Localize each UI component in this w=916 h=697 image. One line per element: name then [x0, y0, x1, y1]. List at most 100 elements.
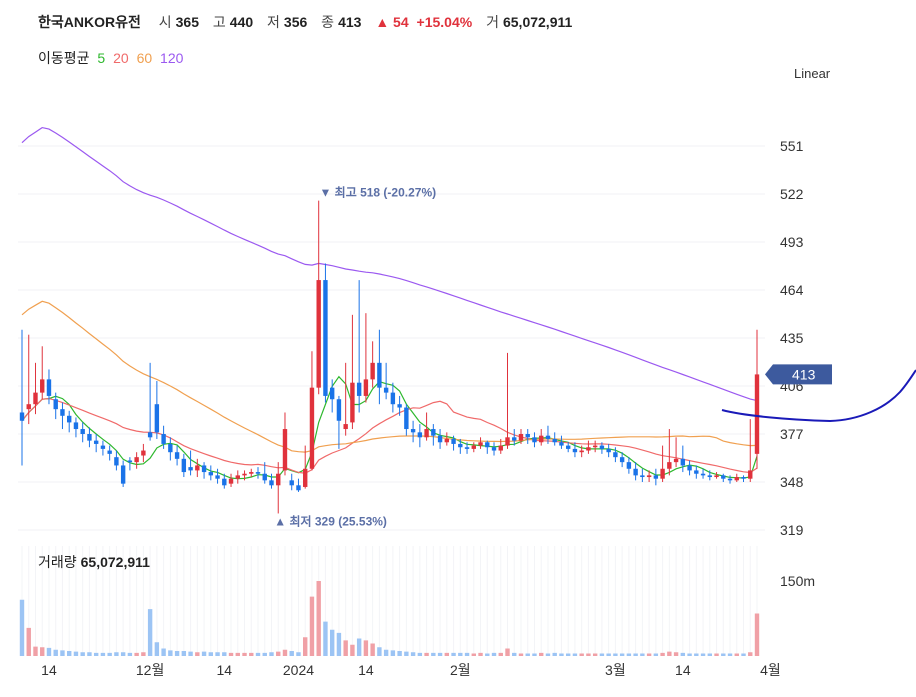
candle-body: [80, 429, 85, 434]
volume-bar: [120, 652, 126, 656]
ma-20-line: [21, 397, 758, 474]
volume-bar: [377, 647, 382, 656]
candle-body: [579, 450, 584, 453]
candle-body: [714, 475, 719, 478]
candle-body: [316, 280, 321, 388]
candle-body: [208, 472, 214, 476]
y-tick-label: 348: [780, 474, 804, 490]
volume-bar: [141, 652, 146, 656]
volume-bar: [714, 653, 719, 656]
candle-body: [613, 452, 618, 458]
volume-bar: [107, 652, 112, 656]
volume-bar: [565, 653, 571, 656]
candle-body: [87, 434, 92, 441]
candle-body: [134, 457, 139, 463]
volume-bar: [748, 652, 753, 656]
candle-body: [336, 399, 342, 421]
y-tick-label: 551: [780, 138, 804, 154]
volume-bar: [350, 644, 355, 656]
candle-body: [471, 445, 476, 449]
hand-drawn-annotation-stroke: [721, 369, 916, 423]
current-price-tag: [765, 364, 832, 385]
candle-body: [491, 447, 497, 451]
candle-body: [323, 280, 328, 396]
volume-bar: [721, 653, 726, 656]
candle-body: [572, 448, 578, 453]
open-label: 시: [158, 14, 172, 30]
candle-body: [592, 445, 598, 448]
volume-bar: [26, 627, 31, 656]
candle-body: [282, 429, 288, 471]
volume-bar: [336, 632, 342, 656]
volume-bar: [296, 652, 301, 656]
volume-bar: [276, 651, 281, 656]
candle-body: [215, 475, 220, 479]
low-label: 저: [267, 14, 280, 30]
volume-bar: [282, 649, 288, 656]
candle-body: [748, 470, 753, 479]
volume-bar: [592, 653, 598, 656]
volume-bar: [33, 646, 38, 656]
candle-body: [437, 435, 443, 443]
volume-bar: [215, 652, 220, 656]
volume-bar: [410, 652, 416, 656]
volume-bar: [437, 652, 443, 656]
candle-body: [249, 472, 254, 474]
volume-bar: [134, 652, 139, 656]
volume-bar: [80, 652, 85, 656]
volume-bar: [154, 642, 160, 656]
volume-bar: [444, 652, 450, 656]
candle-body: [154, 404, 160, 433]
volume-bar: [19, 599, 25, 656]
volume-bar: [700, 653, 706, 656]
candle-body: [552, 438, 557, 443]
candle-body: [255, 472, 261, 474]
candle-body: [289, 480, 294, 486]
candle-body: [19, 412, 25, 421]
candle-body: [343, 424, 348, 430]
candle-body: [687, 465, 692, 471]
volume-bar: [363, 640, 369, 656]
y-tick-label: 493: [780, 234, 804, 250]
volume-bar: [40, 647, 45, 656]
volume-bar: [680, 652, 686, 656]
volume-bar: [458, 652, 463, 656]
volume-bar: [505, 648, 510, 656]
volume-bar: [673, 652, 679, 656]
volume-bar: [316, 581, 321, 656]
volume-panel-label: 거래량 65,072,911: [38, 552, 150, 572]
y-tick-label: 377: [780, 426, 804, 442]
candle-body: [653, 475, 659, 479]
high-annotation: ▼ 최고 518 (-20.27%): [319, 185, 436, 200]
volume-bar: [356, 638, 362, 656]
candle-body: [363, 379, 369, 396]
volume-bar: [383, 649, 389, 656]
y-tick-label: 522: [780, 186, 804, 202]
high-value: 440: [229, 14, 254, 30]
volume-bar: [93, 652, 99, 656]
candle-body: [269, 480, 274, 486]
candle-body: [619, 457, 625, 463]
volume-bar: [431, 652, 436, 656]
candle-body: [296, 485, 301, 491]
current-price-label: 413: [792, 366, 816, 382]
volume-bar: [188, 651, 193, 656]
volume-bar: [60, 650, 65, 656]
volume-label: 거: [486, 14, 499, 30]
candle-body: [60, 409, 65, 416]
volume-bar: [201, 651, 207, 656]
candle-body: [667, 462, 672, 469]
stock-header: 한국ANKOR유전 시 365 고 440 저 356 종 413 ▲ 54 +15.0…: [38, 12, 582, 32]
candle-body: [181, 458, 187, 473]
candle-body: [100, 445, 106, 449]
scale-mode-toggle[interactable]: Linear: [794, 66, 831, 81]
ma-120-label: 120: [160, 50, 184, 66]
volume-bar: [552, 652, 557, 656]
volume-bar: [53, 649, 58, 656]
volume-bar: [127, 652, 133, 656]
candle-body: [565, 445, 571, 449]
candle-body: [67, 415, 72, 423]
volume-bar: [228, 652, 234, 656]
ma-20-label: 20: [113, 50, 129, 66]
